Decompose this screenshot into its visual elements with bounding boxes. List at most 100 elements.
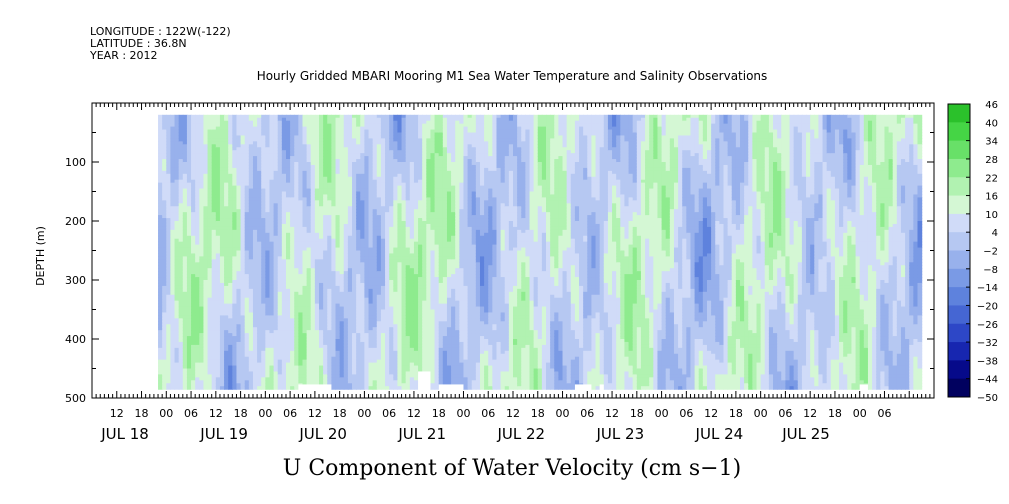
heatmap-cell — [195, 274, 200, 278]
heatmap-cell — [158, 247, 163, 252]
heatmap-cell — [162, 327, 167, 331]
heatmap-cell — [170, 291, 176, 296]
heatmap-cell — [195, 235, 200, 240]
heatmap-cell — [211, 247, 217, 252]
heatmap-cell — [158, 144, 163, 148]
heatmap-cell — [186, 333, 192, 337]
heatmap-cell — [207, 374, 213, 378]
heatmap-cell — [203, 265, 209, 269]
heatmap-cell — [174, 203, 180, 207]
heatmap-cell — [166, 374, 172, 378]
heatmap-cell — [203, 185, 209, 190]
heatmap-cell — [170, 356, 176, 361]
heatmap-cell — [178, 265, 184, 269]
heatmap-cell — [162, 256, 167, 260]
heatmap-cell — [186, 324, 192, 328]
heatmap-cell — [162, 303, 167, 308]
heatmap-cell — [182, 327, 188, 331]
heatmap-cell — [191, 359, 196, 364]
heatmap-cell — [199, 179, 205, 184]
heatmap-cell — [186, 356, 192, 361]
heatmap-cell — [186, 126, 192, 131]
heatmap-cell — [170, 324, 176, 328]
heatmap-cell — [170, 218, 176, 222]
heatmap-cell — [182, 368, 188, 373]
heatmap-cell — [182, 353, 188, 358]
heatmap-cell — [162, 353, 167, 358]
heatmap-cell — [199, 182, 205, 187]
heatmap-cell — [178, 162, 184, 166]
heatmap-cell — [174, 120, 180, 125]
heatmap-cell — [191, 150, 196, 154]
heatmap-cell — [195, 185, 200, 190]
heatmap-cell — [207, 209, 213, 213]
heatmap-cell — [191, 300, 196, 305]
heatmap-cell — [174, 179, 180, 184]
heatmap-cell — [170, 297, 176, 302]
heatmap-cell — [174, 347, 180, 352]
heatmap-cell — [211, 282, 217, 287]
heatmap-cell — [191, 285, 196, 290]
heatmap-cell — [203, 194, 209, 198]
heatmap-cell — [166, 285, 172, 290]
heatmap-cell — [199, 386, 205, 390]
heatmap-cell — [199, 324, 205, 328]
heatmap-cell — [174, 135, 180, 139]
heatmap-cell — [174, 280, 180, 284]
heatmap-cell — [178, 315, 184, 319]
heatmap-cell — [162, 123, 167, 128]
heatmap-cell — [199, 247, 205, 252]
heatmap-cell — [158, 153, 163, 157]
heatmap-cell — [182, 341, 188, 346]
heatmap-cell — [195, 153, 200, 157]
heatmap-cell — [174, 285, 180, 290]
heatmap-cell — [203, 312, 209, 316]
heatmap-cell — [162, 117, 167, 122]
heatmap-cell — [166, 182, 172, 187]
heatmap-cell — [162, 185, 167, 190]
heatmap-cell — [162, 383, 167, 387]
heatmap-cell — [207, 126, 213, 131]
heatmap-cell — [170, 300, 176, 305]
heatmap-cell — [199, 294, 205, 299]
heatmap-cell — [166, 350, 172, 355]
heatmap-cell — [203, 341, 209, 346]
heatmap-cell — [178, 170, 184, 175]
heatmap-cell — [158, 271, 163, 275]
heatmap-cell — [191, 144, 196, 148]
heatmap-cell — [170, 274, 176, 278]
heatmap-cell — [170, 138, 176, 142]
heatmap-cell — [174, 356, 180, 361]
heatmap-cell — [195, 262, 200, 266]
heatmap-cell — [170, 271, 176, 275]
heatmap-cell — [162, 330, 167, 334]
heatmap-cell — [186, 371, 192, 375]
heatmap-cell — [186, 212, 192, 216]
heatmap-cell — [158, 250, 163, 255]
heatmap-cell — [174, 194, 180, 198]
heatmap-cell — [203, 291, 209, 296]
heatmap-cell — [191, 374, 196, 378]
heatmap-cell — [207, 144, 213, 148]
heatmap-cell — [195, 159, 200, 163]
heatmap-cell — [174, 191, 180, 196]
heatmap-cell — [158, 226, 163, 231]
heatmap-cell — [186, 274, 192, 278]
heatmap-cell — [199, 156, 205, 160]
heatmap-cell — [182, 200, 188, 204]
heatmap-cell — [158, 330, 163, 334]
heatmap-cell — [174, 182, 180, 187]
heatmap-cell — [170, 350, 176, 355]
heatmap-cell — [162, 321, 167, 325]
heatmap-cell — [195, 330, 200, 334]
heatmap-cell — [211, 285, 217, 290]
heatmap-cell — [182, 371, 188, 375]
heatmap-cell — [182, 194, 188, 198]
heatmap-cell — [174, 333, 180, 337]
heatmap-cell — [178, 330, 184, 334]
heatmap-cell — [207, 226, 213, 231]
heatmap-cell — [191, 297, 196, 302]
heatmap-cell — [203, 377, 209, 381]
heatmap-cell — [174, 238, 180, 243]
heatmap-cell — [170, 153, 176, 157]
